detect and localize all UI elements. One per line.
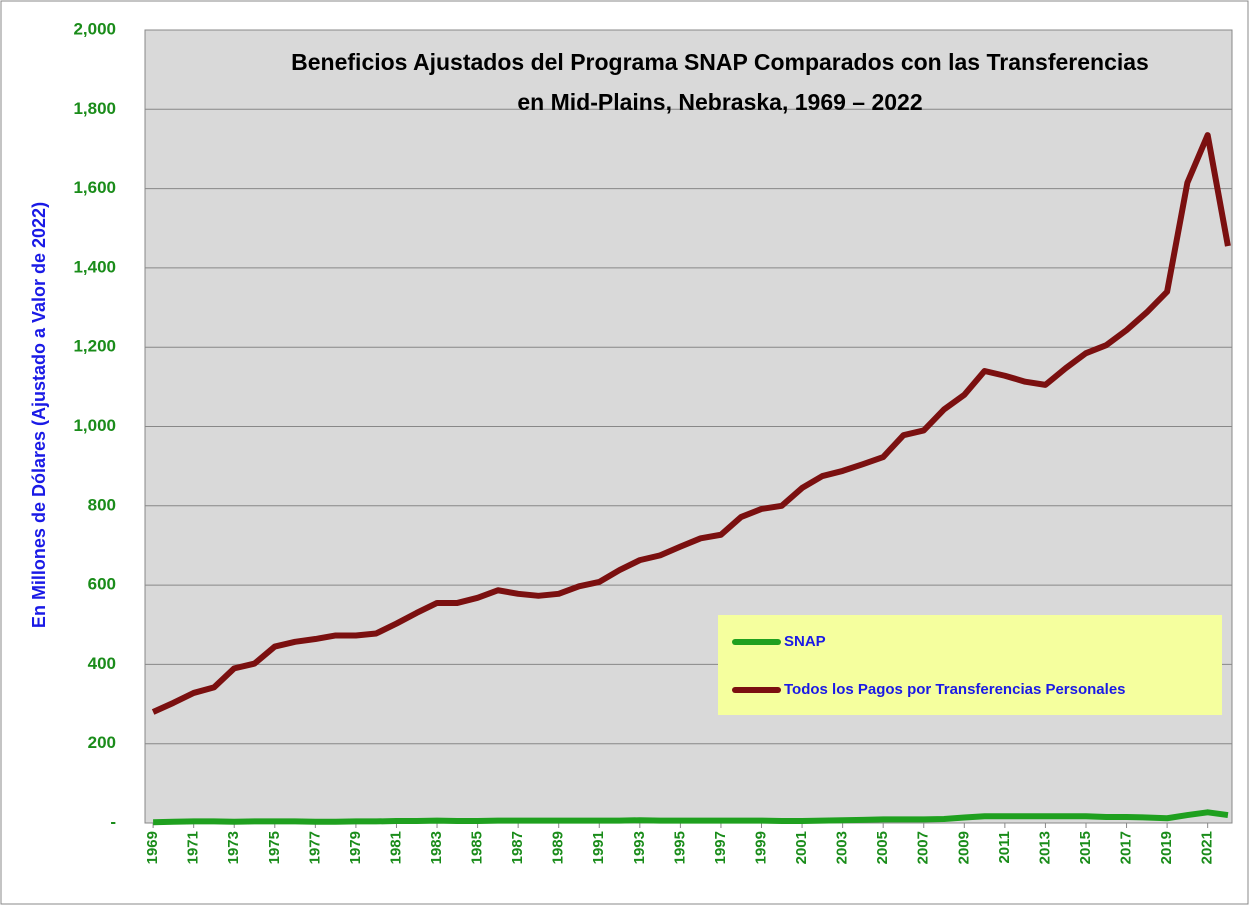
x-tick-label: 2017 <box>1118 831 1135 864</box>
x-tick-label: 2005 <box>874 831 891 864</box>
x-tick-label: 1973 <box>225 831 242 864</box>
y-axis-label: En Millones de Dólares (Ajustado a Valor… <box>29 202 49 628</box>
y-tick-label: 2,000 <box>73 19 116 38</box>
y-tick-label: 400 <box>88 654 116 673</box>
y-tick-label: 800 <box>88 495 116 514</box>
x-tick-label: 1997 <box>712 831 729 864</box>
x-tick-label: 2013 <box>1036 831 1053 864</box>
x-tick-label: 1987 <box>509 831 526 864</box>
series-line <box>153 809 1229 826</box>
x-tick-label: 1999 <box>752 831 769 864</box>
legend-box <box>718 615 1222 715</box>
x-tick-label: 2019 <box>1158 831 1175 864</box>
x-tick-label: 1991 <box>590 831 607 864</box>
x-tick-label: 1993 <box>631 831 648 864</box>
x-tick-label: 1969 <box>144 831 161 864</box>
y-tick-label: 1,400 <box>73 257 116 276</box>
x-tick-label: 2001 <box>793 831 810 864</box>
series-line <box>151 132 1231 715</box>
x-tick-label: 1983 <box>428 831 445 864</box>
y-tick-label: 600 <box>88 575 116 594</box>
legend-label: SNAP <box>784 633 826 650</box>
x-tick-label: 2011 <box>996 831 1013 864</box>
x-tick-label: 2009 <box>955 831 972 864</box>
x-tick-label: 1977 <box>306 831 323 864</box>
x-tick-label: 1989 <box>550 831 567 864</box>
legend-label: Todos los Pagos por Transferencias Perso… <box>784 681 1126 698</box>
y-tick-label: 1,800 <box>73 99 116 118</box>
x-tick-label: 1985 <box>469 831 486 864</box>
y-tick-label: 200 <box>88 733 116 752</box>
y-tick-label: 1,000 <box>73 416 116 435</box>
x-tick-label: 2007 <box>915 831 932 864</box>
x-tick-label: 2003 <box>834 831 851 864</box>
x-tick-label: 1981 <box>387 831 404 864</box>
x-tick-label: 2015 <box>1077 831 1094 864</box>
x-tick-label: 1979 <box>347 831 364 864</box>
x-tick-label: 2021 <box>1199 831 1216 864</box>
x-tick-label: 1971 <box>185 831 202 864</box>
chart-title: Beneficios Ajustados del Programa SNAP C… <box>291 49 1149 115</box>
y-tick-label: 1,600 <box>73 178 116 197</box>
y-tick-label: - <box>110 812 116 831</box>
x-tick-label: 1995 <box>671 831 688 864</box>
x-tick-label: 1975 <box>266 831 283 864</box>
y-tick-label: 1,200 <box>73 337 116 356</box>
